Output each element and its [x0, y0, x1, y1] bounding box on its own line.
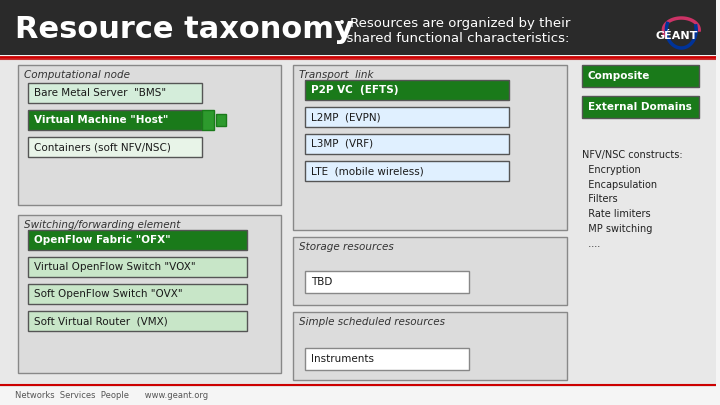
Text: Soft OpenFlow Switch "OVX": Soft OpenFlow Switch "OVX": [34, 289, 182, 299]
Text: Networks  Services  People      www.geant.org: Networks Services People www.geant.org: [15, 390, 208, 399]
Text: GÉANT: GÉANT: [655, 31, 698, 41]
FancyBboxPatch shape: [305, 80, 509, 100]
FancyBboxPatch shape: [28, 230, 247, 250]
Text: L3MP  (VRF): L3MP (VRF): [311, 139, 374, 149]
Text: Resource taxonomy: Resource taxonomy: [15, 15, 354, 45]
FancyBboxPatch shape: [28, 110, 202, 130]
Text: P2P VC  (EFTS): P2P VC (EFTS): [311, 85, 399, 95]
FancyBboxPatch shape: [305, 348, 469, 370]
FancyBboxPatch shape: [28, 311, 247, 331]
FancyBboxPatch shape: [18, 65, 282, 205]
FancyBboxPatch shape: [305, 107, 509, 127]
FancyBboxPatch shape: [216, 114, 226, 126]
FancyBboxPatch shape: [28, 137, 202, 157]
FancyBboxPatch shape: [28, 83, 202, 103]
FancyBboxPatch shape: [294, 237, 567, 305]
FancyBboxPatch shape: [305, 271, 469, 293]
Text: NFV/NSC constructs:
  Encryption
  Encapsulation
  Filters
  Rate limiters
  MP : NFV/NSC constructs: Encryption Encapsula…: [582, 150, 683, 249]
FancyBboxPatch shape: [18, 215, 282, 373]
Text: Transport  link: Transport link: [300, 70, 374, 80]
FancyBboxPatch shape: [582, 96, 699, 118]
FancyBboxPatch shape: [0, 0, 716, 55]
FancyBboxPatch shape: [28, 284, 247, 304]
FancyBboxPatch shape: [294, 65, 567, 230]
FancyBboxPatch shape: [0, 59, 716, 387]
Text: External Domains: External Domains: [588, 102, 692, 112]
FancyBboxPatch shape: [294, 312, 567, 380]
Text: LTE  (mobile wireless): LTE (mobile wireless): [311, 166, 424, 176]
FancyBboxPatch shape: [582, 65, 699, 87]
Text: L2MP  (EVPN): L2MP (EVPN): [311, 112, 381, 122]
Text: • Resources are organized by their: • Resources are organized by their: [338, 17, 570, 30]
Text: Computational node: Computational node: [24, 70, 130, 80]
FancyBboxPatch shape: [305, 134, 509, 154]
Text: Bare Metal Server  "BMS": Bare Metal Server "BMS": [34, 88, 166, 98]
Text: Switching/forwarding element: Switching/forwarding element: [24, 220, 180, 230]
Text: TBD: TBD: [311, 277, 333, 287]
FancyBboxPatch shape: [28, 257, 247, 277]
Text: shared functional characteristics:: shared functional characteristics:: [338, 32, 570, 45]
Text: Soft Virtual Router  (VMX): Soft Virtual Router (VMX): [34, 316, 168, 326]
Text: Storage resources: Storage resources: [300, 242, 394, 252]
FancyBboxPatch shape: [305, 161, 509, 181]
Text: Instruments: Instruments: [311, 354, 374, 364]
Text: Containers (soft NFV/NSC): Containers (soft NFV/NSC): [34, 142, 171, 152]
FancyBboxPatch shape: [202, 110, 214, 130]
Text: Virtual OpenFlow Switch "VOX": Virtual OpenFlow Switch "VOX": [34, 262, 195, 272]
Text: Virtual Machine "Host": Virtual Machine "Host": [34, 115, 168, 125]
Text: Composite: Composite: [588, 71, 650, 81]
Text: Simple scheduled resources: Simple scheduled resources: [300, 317, 446, 327]
Text: OpenFlow Fabric "OFX": OpenFlow Fabric "OFX": [34, 235, 171, 245]
